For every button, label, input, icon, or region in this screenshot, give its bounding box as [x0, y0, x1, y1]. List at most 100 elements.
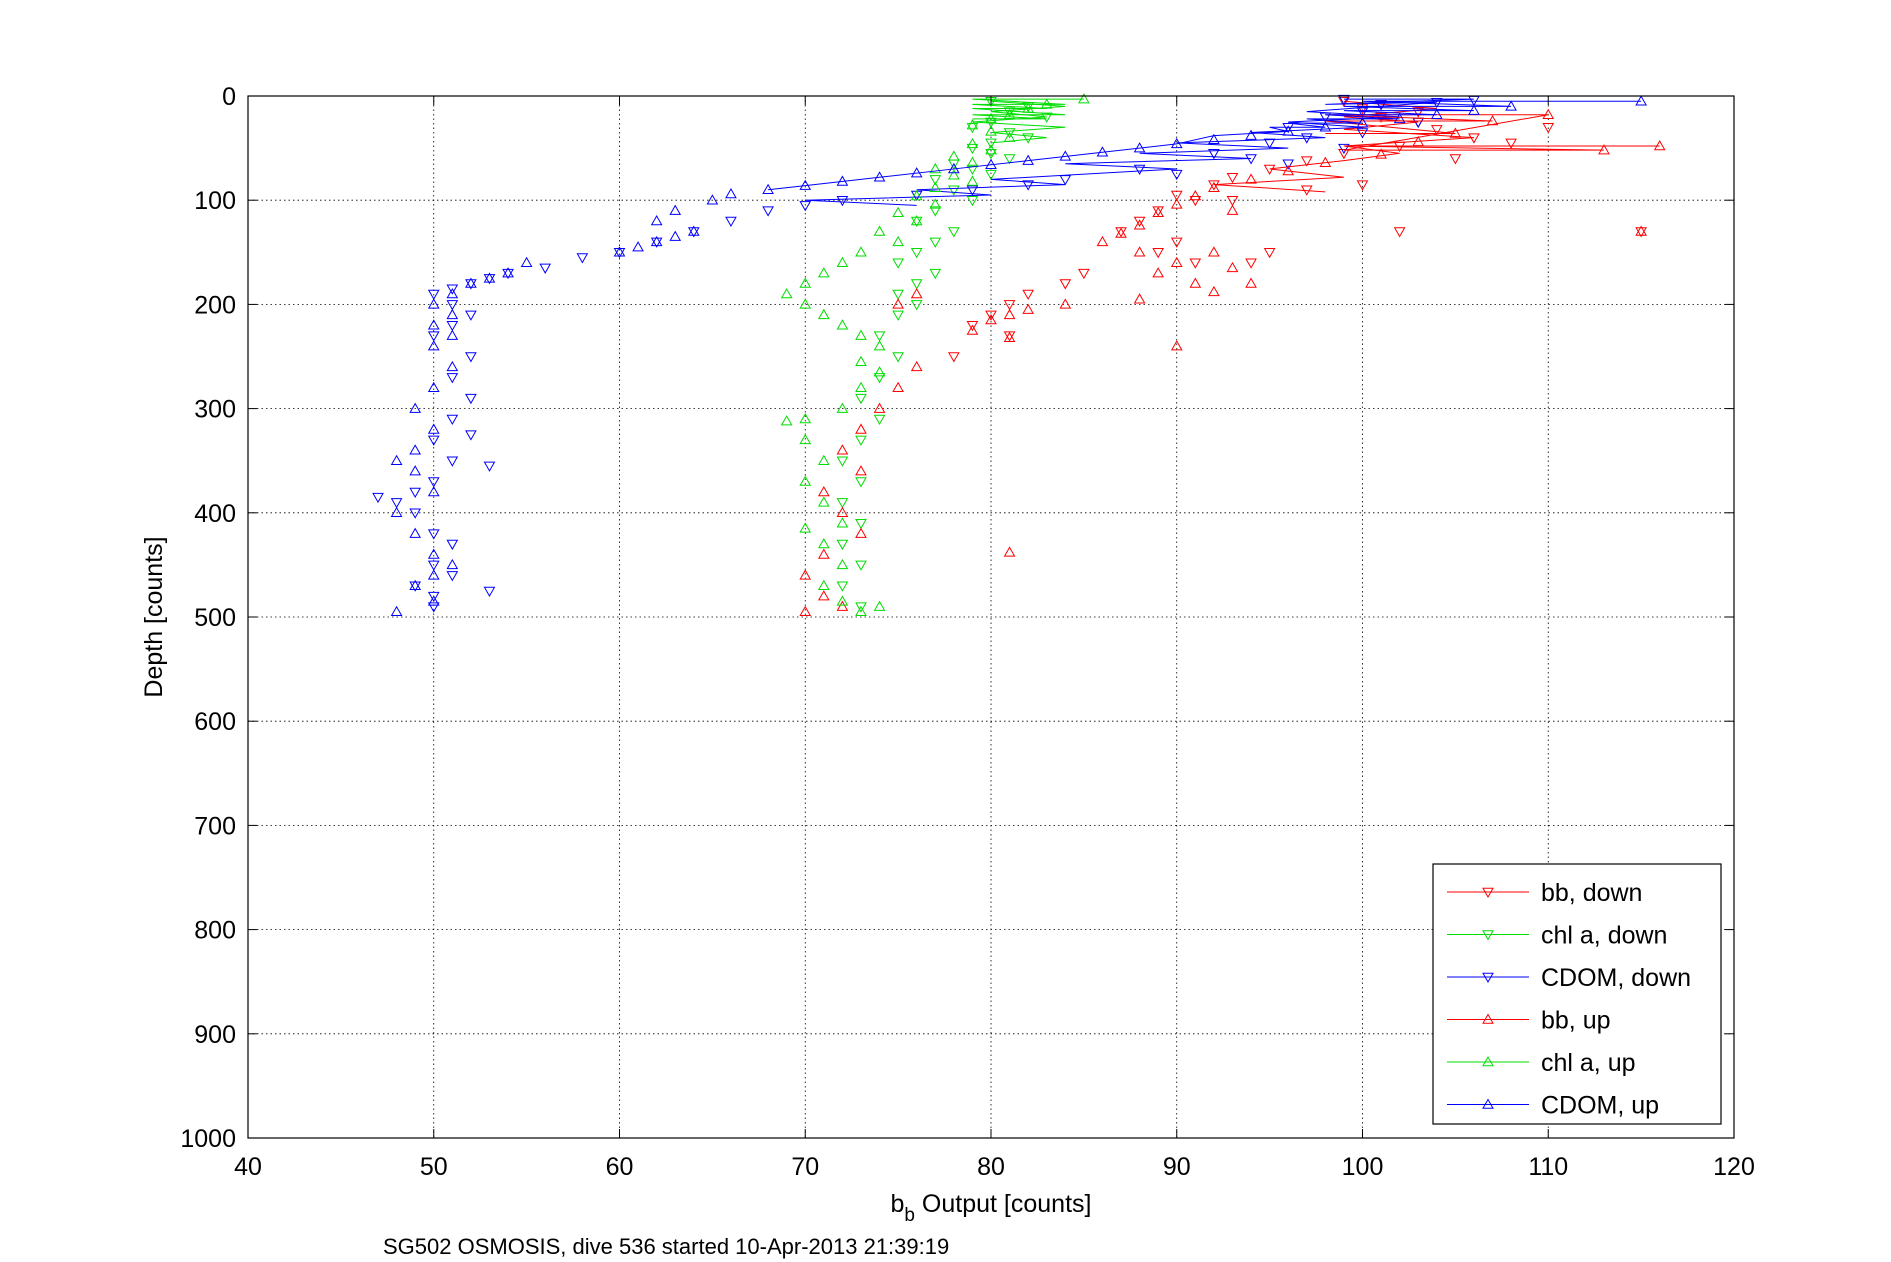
data-point	[1152, 206, 1165, 217]
data-point	[427, 529, 440, 540]
data-point	[409, 579, 422, 590]
data-point	[1505, 138, 1517, 149]
data-point	[1022, 180, 1035, 191]
data-point	[1263, 138, 1276, 149]
data-point	[873, 366, 886, 377]
data-point	[1133, 164, 1146, 175]
data-point	[762, 183, 774, 195]
data-point	[1022, 102, 1035, 113]
data-point	[1598, 144, 1610, 155]
data-point	[427, 435, 440, 446]
data-point	[910, 216, 923, 228]
legend-marker	[1482, 1013, 1494, 1024]
data-point	[985, 144, 997, 155]
legend-marker	[1482, 930, 1494, 941]
data-point	[1653, 140, 1666, 151]
data-point	[446, 320, 459, 332]
data-point	[929, 162, 942, 174]
x-tick-label: 70	[791, 1153, 819, 1181]
data-point	[929, 206, 942, 217]
data-point	[836, 456, 849, 467]
data-point	[836, 195, 849, 207]
data-point	[1170, 198, 1183, 209]
legend-label: bb, down	[1541, 879, 1642, 907]
data-point	[446, 539, 459, 551]
data-point	[985, 158, 997, 170]
data-point	[873, 171, 886, 182]
data-point	[892, 289, 904, 300]
data-point	[725, 216, 737, 228]
y-tick-label: 500	[194, 604, 236, 632]
data-point	[409, 465, 422, 476]
data-point	[446, 360, 459, 372]
data-point	[799, 433, 812, 445]
x-tick-label: 100	[1342, 1153, 1384, 1181]
series-layer	[372, 93, 1666, 617]
data-point	[855, 329, 867, 340]
data-point	[1449, 154, 1462, 165]
series-4	[780, 93, 1090, 617]
data-point	[1059, 279, 1072, 290]
data-point	[966, 164, 979, 175]
data-point	[1356, 180, 1369, 191]
data-point	[836, 595, 849, 606]
y-tick-label: 600	[194, 708, 236, 736]
data-point	[427, 340, 440, 351]
legend-item: bb, up	[1447, 1007, 1611, 1035]
data-point	[1319, 112, 1332, 123]
data-point	[1152, 248, 1165, 259]
legend-marker	[1482, 972, 1494, 984]
legend-item: bb, down	[1447, 879, 1642, 907]
data-point	[390, 506, 403, 518]
data-point	[1189, 190, 1202, 201]
data-point	[706, 194, 719, 205]
data-point	[929, 268, 942, 280]
data-point	[855, 605, 867, 617]
data-point	[1059, 298, 1072, 309]
data-point	[427, 485, 440, 497]
data-point	[446, 329, 459, 340]
data-point	[1170, 169, 1183, 181]
legend-label: CDOM, up	[1541, 1092, 1659, 1120]
data-point	[1133, 142, 1146, 153]
data-point	[1412, 107, 1425, 118]
data-point	[799, 277, 812, 288]
data-point	[910, 300, 923, 311]
data-point	[799, 298, 812, 309]
data-point	[1375, 100, 1387, 111]
data-point	[1338, 143, 1350, 155]
data-point	[465, 310, 477, 321]
y-tick-label: 400	[194, 500, 236, 528]
data-point	[1003, 308, 1016, 320]
data-point	[985, 169, 997, 181]
data-point	[1170, 340, 1183, 351]
data-point	[427, 423, 440, 434]
data-point	[873, 373, 886, 384]
data-point	[465, 277, 477, 288]
data-point	[1003, 128, 1016, 139]
data-point	[1133, 293, 1146, 304]
data-point	[966, 324, 979, 335]
data-point	[855, 518, 867, 530]
data-point	[1040, 98, 1053, 109]
data-point	[427, 548, 440, 559]
data-point	[817, 267, 830, 278]
data-point	[1282, 159, 1295, 170]
data-point	[1356, 107, 1369, 118]
data-point	[855, 560, 867, 571]
data-point	[855, 393, 867, 405]
data-point	[799, 475, 812, 486]
data-point	[650, 235, 663, 247]
data-point	[947, 169, 960, 180]
data-point	[1282, 165, 1295, 176]
legend-item: chl a, down	[1447, 922, 1667, 950]
y-tick-labels: 0 100 200 300 400 500 600 700 800 900 1000	[180, 83, 236, 1153]
data-point	[799, 569, 812, 580]
data-point	[817, 548, 830, 559]
data-point	[1133, 216, 1146, 228]
data-point	[1226, 261, 1239, 273]
data-point	[1263, 164, 1276, 175]
data-point	[1208, 181, 1220, 192]
data-point	[1430, 108, 1443, 120]
legend: bb, down chl a, down CDOM, down bb, up chl a…	[1432, 863, 1722, 1125]
